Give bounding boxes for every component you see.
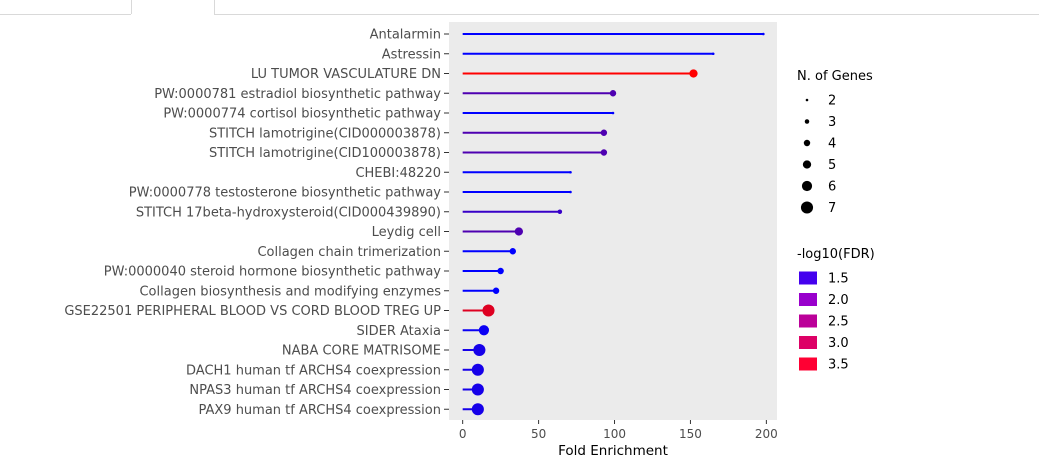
size-legend-key	[805, 98, 809, 102]
lollipop-point	[482, 304, 495, 317]
lollipop-point	[497, 267, 504, 275]
tab-border-right	[214, 0, 215, 14]
size-legend-label: 7	[828, 201, 836, 216]
lollipop-point	[471, 363, 484, 376]
lollipop-point	[471, 383, 484, 396]
x-tick-label: 150	[679, 427, 702, 441]
x-tick-label: 200	[755, 427, 778, 441]
y-axis-label: STITCH 17beta-hydroxysteroid(CID00043989…	[136, 205, 441, 220]
size-legend-key	[801, 180, 813, 192]
y-axis-label: DACH1 human tf ARCHS4 coexpression	[186, 363, 441, 378]
lollipop-point	[509, 248, 516, 255]
y-axis-label: PW:0000778 testosterone biosynthetic pat…	[129, 186, 442, 201]
tab-divider	[214, 14, 1039, 15]
color-legend-label: 3.5	[828, 358, 849, 373]
lollipop-point	[569, 190, 572, 194]
lollipop-point	[600, 149, 608, 156]
chart-marks	[462, 32, 765, 416]
size-legend-key	[803, 139, 811, 147]
size-legend: 2 3 4 5 6 7	[800, 94, 836, 216]
lollipop-point	[514, 227, 524, 236]
y-axis-label: SIDER Ataxia	[357, 324, 441, 339]
x-tick-label: 100	[603, 427, 626, 441]
y-axis-label: Leydig cell	[372, 225, 441, 240]
x-tick-label: 50	[531, 427, 546, 441]
lollipop-point	[611, 111, 615, 115]
y-axis-label: NABA CORE MATRISOME	[282, 344, 441, 359]
lollipop-point	[478, 325, 490, 336]
x-tick-label: 0	[459, 427, 467, 441]
lollipop-point	[569, 170, 572, 174]
lollipop-point	[689, 69, 698, 78]
x-axis-title: Fold Enrichment	[558, 443, 668, 459]
y-axis-label: CHEBI:48220	[355, 166, 441, 181]
plot-panel	[449, 22, 777, 420]
color-legend-key	[799, 357, 817, 371]
size-legend-label: 4	[828, 137, 836, 152]
y-axis-label: STITCH lamotrigine(CID100003878)	[209, 146, 441, 161]
size-legend-label: 6	[828, 180, 836, 195]
y-axis-label: GSE22501 PERIPHERAL BLOOD VS CORD BLOOD …	[64, 304, 441, 319]
tab-divider	[0, 14, 131, 15]
color-legend-label: 2.5	[828, 315, 849, 330]
size-legend-title: N. of Genes	[797, 69, 873, 84]
y-axis-label: Collagen biosynthesis and modifying enzy…	[139, 284, 441, 299]
color-legend-label: 1.5	[828, 272, 849, 287]
size-legend-key	[802, 160, 812, 169]
lollipop-point	[711, 52, 715, 56]
color-legend-label: 3.0	[828, 336, 849, 351]
lollipop-point	[609, 90, 617, 97]
color-legend-key	[799, 293, 817, 306]
y-axis-label: PW:0000040 steroid hormone biosynthetic …	[104, 265, 442, 280]
size-legend-key	[800, 201, 814, 214]
y-axis-label: Collagen chain trimerization	[257, 245, 441, 260]
y-axis-labels: Antalarmin Astressin LU TUMOR VASCULATURE …	[64, 28, 449, 418]
y-axis-label: PW:0000774 cortisol biosynthetic pathway	[163, 107, 441, 122]
color-legend-title: -log10(FDR)	[797, 247, 875, 262]
tab-border-left	[131, 0, 132, 14]
y-axis-label: Antalarmin	[370, 28, 441, 43]
lollipop-point	[600, 129, 608, 136]
color-legend-label: 2.0	[828, 293, 849, 308]
y-axis-label: Astressin	[382, 47, 441, 62]
lollipop-point	[471, 403, 484, 416]
y-axis-label: NPAS3 human tf ARCHS4 coexpression	[189, 383, 441, 398]
size-legend-label: 5	[828, 158, 836, 173]
y-axis-label: STITCH lamotrigine(CID000003878)	[209, 126, 441, 141]
lollipop-point	[557, 209, 563, 214]
color-legend-key	[799, 336, 817, 349]
color-legend: 1.5 2.0 2.5 3.0 3.5	[799, 271, 849, 373]
size-legend-label: 3	[828, 115, 836, 130]
color-legend-key	[799, 314, 817, 328]
y-axis-label: LU TUMOR VASCULATURE DN	[251, 67, 441, 82]
color-legend-key	[799, 271, 817, 285]
lollipop-point	[492, 287, 500, 294]
y-axis-label: PW:0000781 estradiol biosynthetic pathwa…	[154, 87, 441, 102]
size-legend-key	[804, 119, 810, 124]
lollipop-point	[762, 32, 765, 36]
tab-bar	[0, 0, 1039, 15]
y-axis-label: PAX9 human tf ARCHS4 coexpression	[198, 403, 441, 418]
size-legend-label: 2	[828, 94, 836, 109]
x-axis: 0 50 100 150 200	[459, 420, 778, 441]
lollipop-point	[473, 343, 486, 357]
